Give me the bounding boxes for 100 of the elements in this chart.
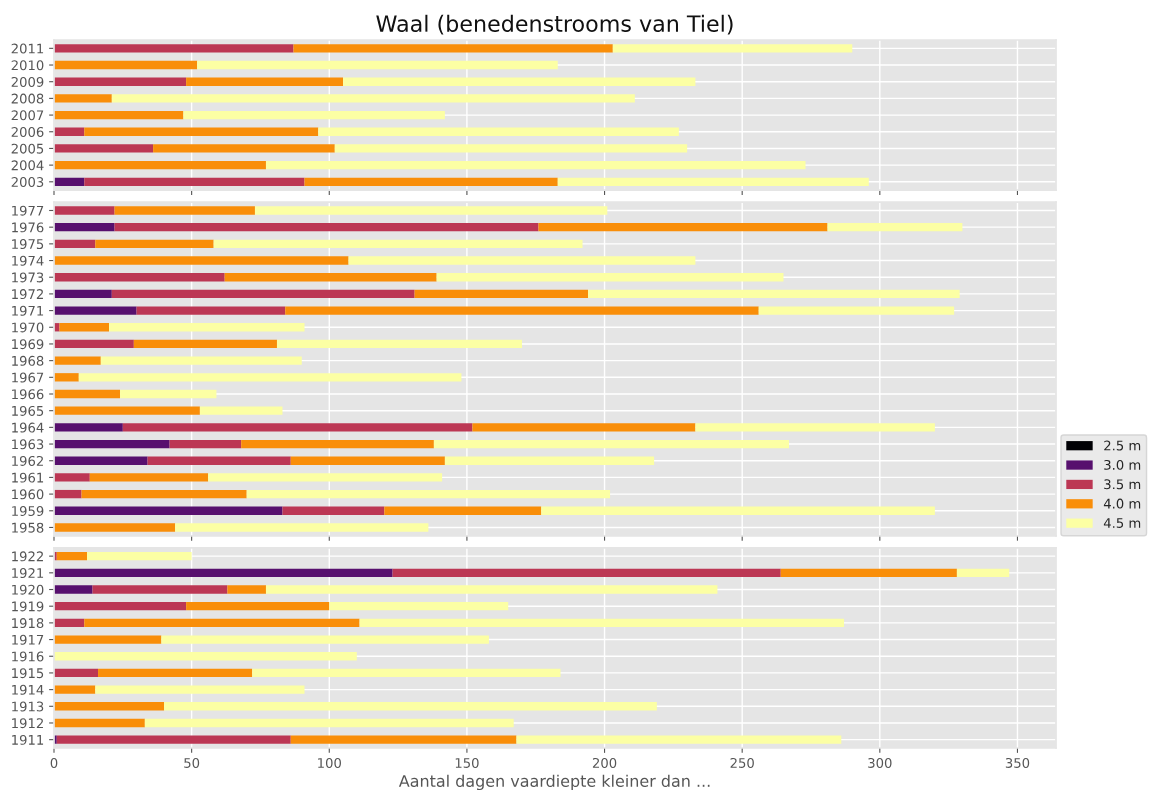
bar — [348, 256, 696, 265]
bar — [153, 144, 335, 153]
bar — [54, 585, 93, 594]
bar — [54, 373, 79, 382]
y-tick-label: 1977 — [12, 205, 44, 216]
legend-label: 3.0 m — [1104, 459, 1141, 470]
x-tick-label: 150 — [455, 757, 479, 768]
bar — [304, 177, 558, 186]
bar — [956, 568, 1010, 577]
bar — [541, 506, 935, 515]
bar — [54, 144, 154, 153]
y-tick-label: 1918 — [12, 618, 44, 629]
x-tick-label: 350 — [1005, 757, 1030, 768]
bar — [59, 323, 110, 332]
x-tick-label: 100 — [318, 757, 341, 768]
bar — [282, 506, 385, 515]
bar — [95, 239, 214, 249]
y-tick-label: 1976 — [12, 222, 44, 233]
y-tick-label: 2006 — [11, 126, 44, 137]
bar — [227, 585, 266, 594]
bar — [290, 735, 517, 744]
bar — [436, 273, 784, 282]
bar — [54, 339, 134, 349]
bar — [54, 77, 187, 86]
bar — [54, 256, 349, 265]
x-tick-label: 250 — [730, 757, 754, 768]
bar — [285, 306, 759, 315]
chart-title: Waal (benedenstrooms van Tiel) — [376, 14, 733, 35]
bar — [54, 473, 90, 482]
bar — [392, 568, 781, 577]
bar — [343, 77, 696, 86]
bar — [89, 473, 209, 482]
y-tick-label: 1912 — [12, 718, 43, 729]
bar — [359, 618, 845, 628]
bar — [54, 506, 283, 515]
bar — [54, 523, 176, 532]
y-tick-label: 2011 — [11, 43, 44, 54]
bar — [54, 94, 112, 103]
bar — [54, 602, 187, 611]
bar — [111, 94, 635, 103]
bar — [516, 735, 842, 744]
y-tick-label: 1966 — [12, 389, 44, 400]
y-tick-label: 2004 — [11, 160, 44, 171]
bar — [92, 585, 228, 594]
y-tick-label: 1914 — [12, 684, 44, 695]
bar — [54, 406, 200, 415]
bar — [54, 160, 266, 170]
bar — [54, 568, 393, 577]
y-tick-label: 2003 — [11, 177, 44, 188]
bar — [54, 127, 85, 136]
bar — [136, 306, 286, 315]
bar — [54, 423, 123, 432]
y-tick-label: 1974 — [12, 255, 44, 266]
bar — [54, 356, 101, 365]
bar — [100, 356, 302, 365]
y-tick-label: 1917 — [12, 634, 44, 645]
bar — [84, 618, 360, 628]
bar — [54, 206, 115, 215]
legend-label: 4.0 m — [1103, 498, 1141, 509]
x-axis-title: Aantal dagen vaardiepte kleiner dan ... — [398, 774, 710, 791]
bar — [186, 77, 344, 86]
bar — [122, 423, 473, 432]
bar — [254, 206, 608, 215]
y-tick-label: 1921 — [12, 568, 44, 579]
bar — [54, 273, 225, 282]
bar — [169, 439, 242, 449]
bar — [265, 585, 718, 594]
bar — [224, 273, 437, 282]
bar — [186, 602, 330, 611]
legend-label: 2.5 m — [1104, 440, 1141, 451]
y-tick-label: 1972 — [12, 289, 43, 300]
bar — [98, 668, 253, 678]
bar — [208, 473, 443, 482]
bar — [433, 439, 789, 449]
y-tick-label: 1960 — [12, 489, 44, 500]
bar — [612, 44, 853, 53]
bar — [54, 618, 85, 628]
y-tick-label: 1962 — [12, 455, 43, 466]
bar — [780, 568, 957, 577]
y-tick-label: 2005 — [11, 143, 44, 154]
bar — [111, 289, 415, 299]
y-tick-label: 1963 — [12, 439, 44, 450]
y-tick-label: 1968 — [12, 355, 44, 366]
bar — [695, 423, 935, 432]
bar — [54, 489, 82, 499]
bar — [95, 685, 305, 694]
y-tick-label: 1911 — [12, 734, 44, 745]
bar — [758, 306, 955, 315]
bar — [54, 652, 357, 661]
y-tick-label: 2007 — [11, 110, 44, 121]
y-tick-label: 1961 — [12, 472, 44, 483]
y-tick-label: 1958 — [12, 522, 44, 533]
bar — [114, 223, 539, 232]
bar — [54, 439, 170, 449]
bar — [472, 423, 696, 432]
bar — [133, 339, 277, 349]
bar — [197, 60, 558, 70]
bar — [54, 668, 99, 678]
y-tick-label: 1975 — [12, 239, 44, 250]
bar — [588, 289, 960, 299]
